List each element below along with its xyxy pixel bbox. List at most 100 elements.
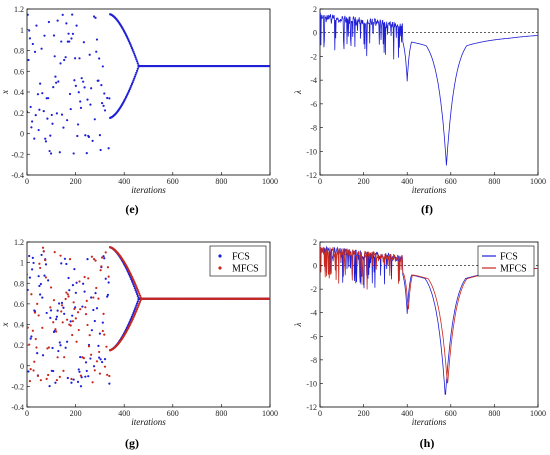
data-point [59,254,62,257]
plot-area [320,12,538,166]
data-point [63,356,66,359]
data-point [71,314,74,317]
data-point [98,57,101,60]
data-point [36,302,39,305]
x-tick-label: 0 [25,177,29,186]
x-axis-label: iterations [131,417,166,427]
legend-label: MFCS [500,264,527,275]
data-point [55,315,58,318]
data-point [133,313,136,316]
data-point [66,293,69,296]
data-point [68,40,71,43]
data-point [133,75,136,78]
data-point [135,302,139,305]
data-point [100,101,104,105]
data-point [47,97,50,100]
data-point [82,80,85,83]
data-point [133,287,136,290]
data-point [136,62,139,65]
data-point [78,57,81,60]
data-point [39,266,42,270]
data-point [43,274,46,277]
data-point [135,58,138,61]
data-point [98,134,101,137]
data-point [87,345,91,348]
data-point [56,19,59,22]
y-tick-label: -2 [310,52,317,61]
data-point [94,16,97,19]
data-point [106,293,110,296]
panel-h: 0 200 400 600 800 1000 -12 -10 -8 -6 -4 -2 0 2 iterati… [293,238,546,450]
data-point [72,152,75,155]
data-point [52,321,55,324]
data-point [32,261,35,265]
y-tick-label: -0.4 [11,171,24,180]
data-point [97,344,100,347]
y-tick-label: -6 [310,100,317,109]
data-point [106,295,109,298]
legend-label: FCS [500,252,518,263]
data-point [86,323,89,327]
data-point [92,258,96,261]
data-point [76,380,80,383]
data-point [75,24,78,27]
data-point [56,356,59,359]
data-point [68,289,71,292]
data-point [70,37,73,40]
data-point [41,326,44,329]
y-tick-label: -12 [306,171,317,180]
data-point [90,296,93,299]
data-point [71,320,75,323]
data-point [103,358,107,361]
data-point [92,365,96,368]
data-point [86,98,89,101]
data-point [43,34,46,37]
data-point [62,126,65,129]
data-point [49,134,52,137]
data-point [36,352,39,355]
data-point [31,256,34,259]
legend-marker [218,254,222,258]
y-tick-label: 1.2 [14,238,24,247]
plot-frame [319,8,539,176]
data-point [49,286,53,289]
data-point [37,275,40,278]
panel-label: (g) [125,436,139,450]
data-point [29,368,32,371]
data-point [100,265,103,268]
data-point [30,126,33,129]
data-point [39,379,42,382]
data-point [133,54,136,57]
x-axis-label: iterations [131,185,166,195]
data-point [67,295,70,298]
y-tick-label: 0.8 [14,279,24,288]
data-point [98,356,101,359]
data-point [84,134,87,137]
data-point [100,83,103,87]
data-point [83,290,86,293]
data-point [52,369,55,373]
data-point [37,128,40,132]
data-point [90,353,93,356]
data-point [30,293,33,296]
data-point [79,385,83,388]
data-point [31,42,34,46]
data-point [71,13,74,16]
x-tick-label: 0 [25,409,29,418]
data-point [47,373,50,377]
data-point [39,82,42,85]
data-point [28,343,31,346]
data-point [41,296,44,299]
data-point [95,50,98,53]
data-point [55,378,58,382]
data-point [131,48,134,51]
x-tick-label: 400 [401,177,413,186]
data-point [107,147,110,150]
data-point [28,29,31,32]
data-point [132,283,135,286]
data-point [52,34,56,37]
data-point [130,46,134,50]
data-point [138,294,142,297]
data-point [49,306,52,309]
data-point [133,314,136,317]
